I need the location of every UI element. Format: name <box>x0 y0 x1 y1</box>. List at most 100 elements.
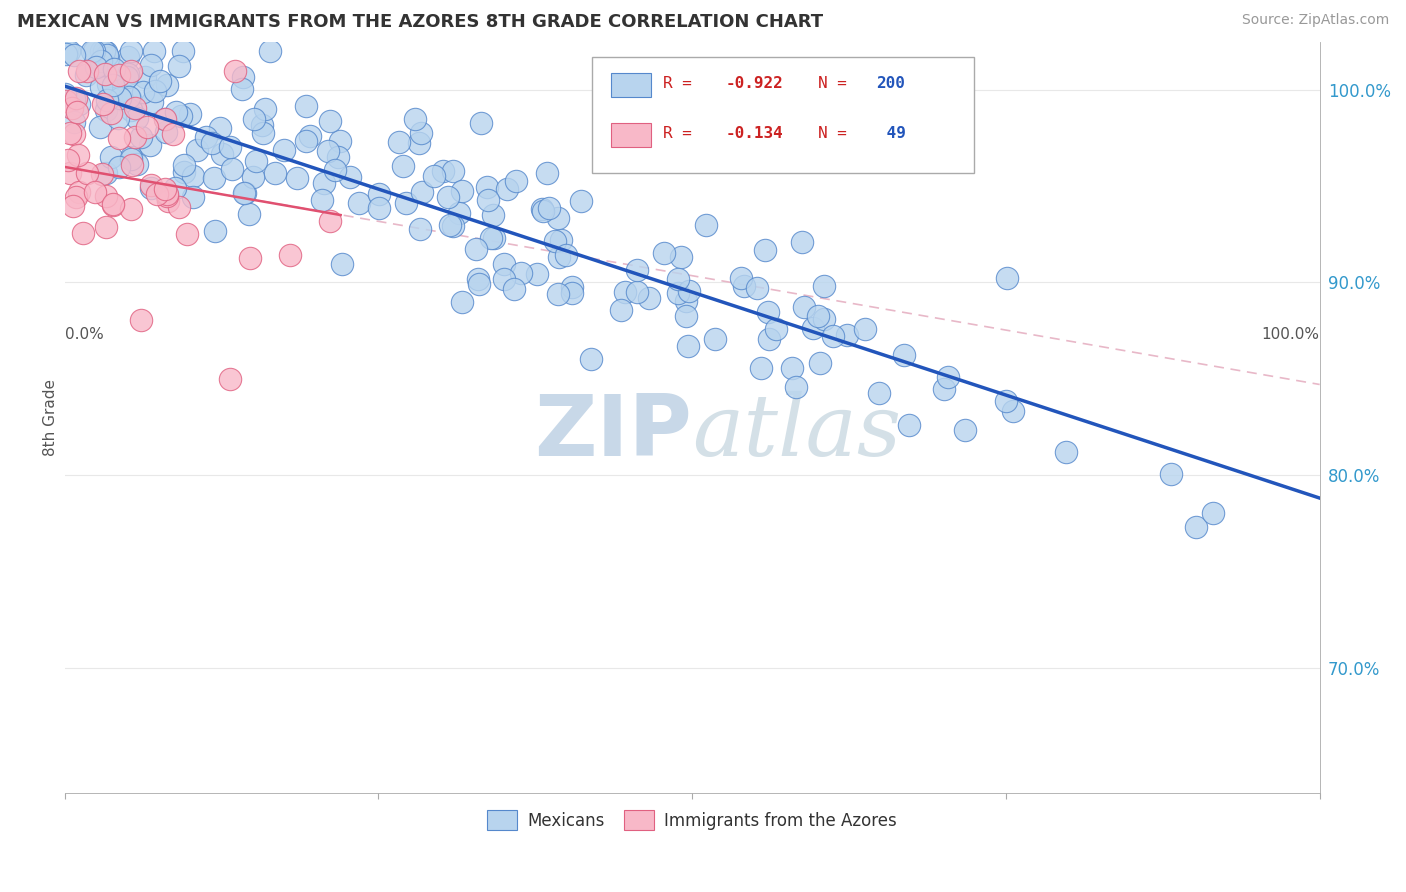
Point <box>823 329 845 343</box>
Point <box>63 92 86 106</box>
Point <box>101 198 124 212</box>
Point <box>666 272 689 286</box>
Point <box>278 248 301 262</box>
Point <box>141 181 163 195</box>
Point <box>465 242 488 256</box>
Point <box>676 339 699 353</box>
Point <box>107 111 129 125</box>
Point <box>367 186 389 201</box>
Point <box>157 194 180 209</box>
Point <box>329 135 352 149</box>
Point <box>793 300 815 314</box>
Point <box>186 144 208 158</box>
Text: atlas: atlas <box>692 391 901 474</box>
Point <box>141 178 163 193</box>
Text: N =: N = <box>818 126 856 141</box>
Point <box>481 208 503 222</box>
Point <box>936 370 959 384</box>
Point <box>730 271 752 285</box>
Point <box>561 280 583 294</box>
Point <box>96 48 118 62</box>
Point <box>108 160 131 174</box>
Point <box>156 78 179 92</box>
Point <box>108 91 131 105</box>
Point <box>65 104 87 119</box>
Point <box>155 112 177 127</box>
Point <box>813 311 835 326</box>
Point <box>120 91 142 105</box>
Point <box>332 257 354 271</box>
Text: R =: R = <box>664 76 702 91</box>
Point <box>132 85 155 99</box>
Point <box>172 45 194 59</box>
Point <box>194 130 217 145</box>
Point <box>953 423 976 437</box>
Point <box>173 165 195 179</box>
Point <box>392 159 415 173</box>
Point <box>299 129 322 144</box>
Point <box>531 203 554 218</box>
Point <box>492 271 515 285</box>
Point <box>94 67 117 81</box>
Point <box>75 68 97 82</box>
Point <box>96 166 118 180</box>
Point <box>733 279 755 293</box>
Point <box>259 45 281 59</box>
Point <box>669 250 692 264</box>
Point <box>238 207 260 221</box>
Point <box>756 305 779 319</box>
Point <box>83 45 105 59</box>
Point <box>437 189 460 203</box>
Text: -0.922: -0.922 <box>725 76 783 91</box>
Point <box>60 101 83 115</box>
Point <box>547 211 569 225</box>
Point <box>82 45 104 59</box>
Point <box>221 162 243 177</box>
Point <box>93 45 115 59</box>
Point <box>231 82 253 96</box>
Point <box>675 293 697 308</box>
Text: R =: R = <box>664 126 702 141</box>
Bar <box>610 123 651 147</box>
Point <box>678 285 700 299</box>
Point <box>1001 404 1024 418</box>
Point <box>165 105 187 120</box>
Point <box>250 119 273 133</box>
Point <box>897 418 920 433</box>
Point <box>156 189 179 203</box>
Point <box>610 302 633 317</box>
FancyBboxPatch shape <box>592 57 974 173</box>
Point <box>55 95 77 109</box>
Point <box>143 84 166 98</box>
Point <box>96 93 118 107</box>
Point <box>120 202 142 217</box>
Point <box>273 144 295 158</box>
Point <box>654 246 676 260</box>
Point <box>94 45 117 59</box>
Point <box>58 45 80 59</box>
Point <box>143 45 166 59</box>
Point <box>84 185 107 199</box>
Point <box>449 205 471 219</box>
Point <box>90 80 112 95</box>
Legend: Mexicans, Immigrants from the Azores: Mexicans, Immigrants from the Azores <box>481 803 904 837</box>
Point <box>139 138 162 153</box>
Point <box>84 60 107 74</box>
Text: ZIP: ZIP <box>534 391 692 474</box>
Point <box>404 112 426 127</box>
Point <box>263 166 285 180</box>
Point <box>96 219 118 234</box>
Point <box>349 196 371 211</box>
Point <box>89 120 111 135</box>
Point <box>368 201 391 215</box>
Point <box>780 360 803 375</box>
Point <box>121 158 143 172</box>
Point <box>311 193 333 207</box>
Point <box>91 97 114 112</box>
Point <box>233 186 256 201</box>
Point <box>204 224 226 238</box>
Point <box>995 393 1018 408</box>
Point <box>704 332 727 346</box>
Point <box>666 286 689 301</box>
Point <box>218 140 240 154</box>
